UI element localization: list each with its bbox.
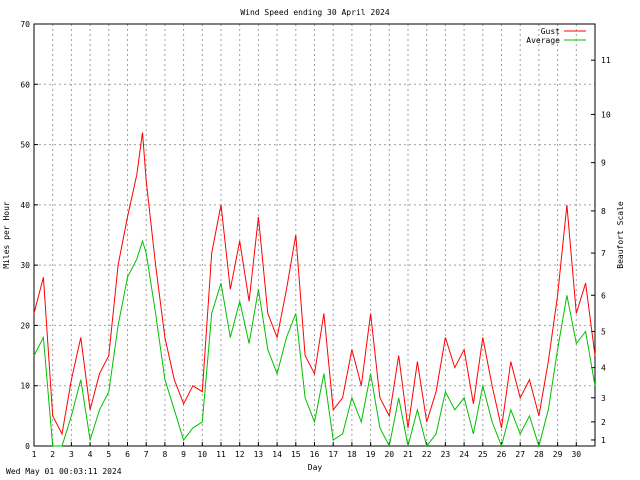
x-tick-label: 19 bbox=[366, 450, 376, 459]
y-tick-label: 40 bbox=[20, 201, 30, 210]
series-line-gust bbox=[33, 132, 596, 436]
x-tick-label: 6 bbox=[125, 450, 130, 459]
beaufort-tick-label: 2 bbox=[601, 418, 606, 427]
beaufort-tick-label: 7 bbox=[601, 249, 606, 258]
y-axis-ticks: 0 10 20 30 40 50 60 70 bbox=[20, 20, 38, 451]
x-tick-label: 10 bbox=[197, 450, 207, 459]
footer-timestamp: Wed May 01 00:03:11 2024 bbox=[6, 467, 122, 476]
x-tick-label: 9 bbox=[181, 450, 186, 459]
beaufort-tick-label: 9 bbox=[601, 159, 606, 168]
x-tick-label: 2 bbox=[50, 450, 55, 459]
y-tick-label: 60 bbox=[20, 80, 30, 89]
y-tick-label: 50 bbox=[20, 141, 30, 150]
x-tick-label: 8 bbox=[162, 450, 167, 459]
x-tick-label: 24 bbox=[459, 450, 469, 459]
x-tick-label: 25 bbox=[478, 450, 488, 459]
y-tick-label: 30 bbox=[20, 261, 30, 270]
x-axis-ticks: 1 2 3 4 5 6 7 8 9 10 11 12 13 14 15 16 17 18 19 20 21 22 23 24 2… bbox=[32, 442, 581, 459]
grid-lines bbox=[34, 24, 595, 446]
x-tick-label: 29 bbox=[553, 450, 563, 459]
x-tick-label: 4 bbox=[88, 450, 93, 459]
legend-label-gust: Gust bbox=[541, 27, 560, 36]
y-axis-label: Miles per Hour bbox=[2, 201, 11, 269]
series-lines bbox=[33, 132, 596, 448]
x-tick-label: 3 bbox=[69, 450, 74, 459]
x-tick-label: 1 bbox=[32, 450, 37, 459]
x-tick-label: 11 bbox=[216, 450, 226, 459]
beaufort-tick-label: 11 bbox=[601, 56, 611, 65]
beaufort-tick-label: 3 bbox=[601, 394, 606, 403]
beaufort-axis-ticks: 1 2 3 4 5 6 7 8 9 10 11 bbox=[591, 56, 611, 445]
beaufort-tick-label: 5 bbox=[601, 327, 606, 336]
y-tick-label: 0 bbox=[25, 442, 30, 451]
x-tick-label: 22 bbox=[422, 450, 432, 459]
x-tick-label: 18 bbox=[347, 450, 357, 459]
x-tick-label: 12 bbox=[235, 450, 245, 459]
legend-label-average: Average bbox=[526, 36, 560, 45]
x-tick-label: 13 bbox=[254, 450, 264, 459]
y-tick-label: 20 bbox=[20, 321, 30, 330]
beaufort-tick-label: 10 bbox=[601, 110, 611, 119]
series-line-average bbox=[33, 239, 596, 448]
beaufort-tick-label: 8 bbox=[601, 207, 606, 216]
x-tick-label: 7 bbox=[144, 450, 149, 459]
beaufort-tick-label: 4 bbox=[601, 364, 606, 373]
x-tick-label: 15 bbox=[291, 450, 301, 459]
chart-title: Wind Speed ending 30 April 2024 bbox=[240, 8, 389, 17]
y-tick-label: 10 bbox=[20, 382, 30, 391]
x-tick-label: 30 bbox=[571, 450, 581, 459]
x-tick-label: 21 bbox=[403, 450, 413, 459]
beaufort-axis-label: Beaufort Scale bbox=[616, 201, 625, 269]
x-tick-label: 23 bbox=[441, 450, 451, 459]
x-tick-label: 14 bbox=[272, 450, 282, 459]
beaufort-tick-label: 6 bbox=[601, 291, 606, 300]
x-axis-label: Day bbox=[308, 463, 323, 472]
x-tick-label: 16 bbox=[310, 450, 320, 459]
x-tick-label: 20 bbox=[384, 450, 394, 459]
y-tick-label: 70 bbox=[20, 20, 30, 29]
x-tick-label: 27 bbox=[515, 450, 525, 459]
x-tick-label: 5 bbox=[106, 450, 111, 459]
legend: Gust Average bbox=[526, 27, 586, 45]
x-tick-label: 26 bbox=[497, 450, 507, 459]
x-tick-label: 28 bbox=[534, 450, 544, 459]
beaufort-tick-label: 1 bbox=[601, 436, 606, 445]
x-tick-label: 17 bbox=[328, 450, 338, 459]
